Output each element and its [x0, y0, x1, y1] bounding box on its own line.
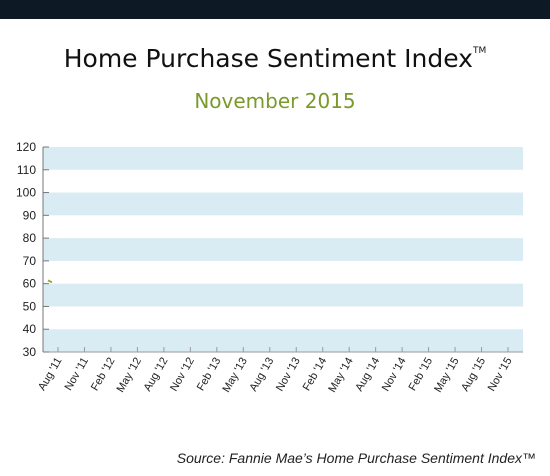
x-tick-label: May '14	[326, 356, 355, 395]
x-tick-label: Feb '15	[407, 356, 436, 393]
y-tick-label: 40	[23, 322, 37, 336]
y-tick-label: 30	[23, 345, 37, 359]
x-tick-label: Feb '14	[301, 356, 330, 393]
y-tick-label: 80	[23, 231, 37, 245]
source-note: Source: Fannie Mae’s Home Purchase Senti…	[176, 450, 536, 466]
grid-band	[43, 238, 523, 261]
x-tick-label: May '12	[115, 356, 144, 395]
x-tick-label: Aug '15	[459, 356, 488, 394]
y-tick-label: 60	[23, 277, 37, 291]
grid-band	[43, 283, 523, 307]
data-point	[47, 279, 53, 284]
x-tick-label: Nov '12	[168, 356, 197, 394]
x-tick-label: May '15	[432, 356, 461, 395]
y-tick-label: 100	[16, 186, 36, 200]
x-tick-label: Feb '13	[195, 356, 224, 393]
grid-band	[43, 192, 523, 216]
x-tick-label: Aug '12	[142, 356, 171, 394]
y-tick-label: 50	[23, 299, 37, 313]
top-bar	[0, 0, 550, 19]
y-tick-label: 90	[23, 208, 37, 222]
y-tick-label: 110	[17, 163, 36, 177]
x-tick-label: Feb '12	[89, 356, 118, 393]
grid-band	[43, 329, 523, 352]
x-tick-label: May '13	[220, 356, 249, 395]
chart-subtitle: November 2015	[194, 89, 356, 113]
x-tick-label: Aug '14	[353, 356, 382, 394]
grid-band	[43, 147, 523, 170]
chart-title: Home Purchase Sentiment IndexTM	[0, 44, 550, 73]
x-tick-label: Nov '13	[274, 356, 303, 394]
x-tick-label: Aug '11	[36, 356, 64, 393]
y-tick-label: 70	[23, 254, 37, 268]
trademark-mark: TM	[472, 46, 487, 56]
x-tick-label: Aug '13	[247, 356, 276, 394]
x-tick-label: Nov '14	[380, 356, 409, 394]
x-tick-label: Nov '15	[486, 356, 515, 394]
x-tick-label: Nov '11	[63, 356, 91, 393]
y-tick-label: 120	[16, 140, 36, 154]
chart-title-text: Home Purchase Sentiment Index	[63, 44, 473, 73]
